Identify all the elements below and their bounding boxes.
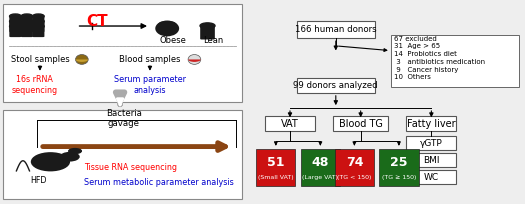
FancyBboxPatch shape bbox=[9, 27, 22, 37]
Text: (TG ≥ 150): (TG ≥ 150) bbox=[382, 175, 416, 180]
Circle shape bbox=[9, 14, 21, 19]
Text: Serum metabolic parameter analysis: Serum metabolic parameter analysis bbox=[85, 177, 234, 186]
Circle shape bbox=[33, 24, 44, 29]
FancyBboxPatch shape bbox=[301, 149, 340, 186]
Text: Stool samples: Stool samples bbox=[10, 55, 69, 64]
Circle shape bbox=[21, 24, 33, 29]
Text: 9   Cancer history: 9 Cancer history bbox=[394, 67, 459, 73]
Ellipse shape bbox=[76, 54, 88, 64]
Text: Blood samples: Blood samples bbox=[119, 55, 181, 64]
Circle shape bbox=[9, 24, 21, 29]
Text: 10  Others: 10 Others bbox=[394, 74, 432, 80]
FancyBboxPatch shape bbox=[406, 171, 456, 184]
Text: Blood TG: Blood TG bbox=[339, 119, 383, 129]
FancyBboxPatch shape bbox=[33, 21, 45, 32]
Text: WC: WC bbox=[424, 173, 439, 182]
FancyBboxPatch shape bbox=[9, 21, 22, 32]
Text: (Large VAT): (Large VAT) bbox=[302, 175, 338, 180]
FancyBboxPatch shape bbox=[256, 149, 296, 186]
FancyBboxPatch shape bbox=[33, 27, 45, 37]
Circle shape bbox=[21, 14, 33, 19]
FancyBboxPatch shape bbox=[200, 26, 215, 40]
FancyBboxPatch shape bbox=[21, 21, 33, 32]
Text: Bacteria
gavage: Bacteria gavage bbox=[106, 109, 142, 128]
Text: (Small VAT): (Small VAT) bbox=[258, 175, 293, 180]
FancyBboxPatch shape bbox=[21, 27, 33, 37]
Text: γGTP: γGTP bbox=[420, 139, 443, 148]
FancyBboxPatch shape bbox=[3, 4, 242, 102]
Ellipse shape bbox=[188, 54, 201, 64]
FancyBboxPatch shape bbox=[406, 136, 456, 150]
Text: Tissue RNA sequencing: Tissue RNA sequencing bbox=[85, 163, 177, 172]
Text: 51: 51 bbox=[267, 156, 285, 169]
Text: VAT: VAT bbox=[281, 119, 299, 129]
FancyBboxPatch shape bbox=[333, 116, 388, 131]
Text: (TG < 150): (TG < 150) bbox=[337, 175, 372, 180]
Text: 16s rRNA
sequencing: 16s rRNA sequencing bbox=[12, 75, 58, 95]
Text: 166 human donors: 166 human donors bbox=[295, 25, 376, 34]
Text: 67 excluded: 67 excluded bbox=[394, 36, 437, 42]
Circle shape bbox=[9, 19, 21, 23]
Wedge shape bbox=[188, 59, 201, 62]
Circle shape bbox=[33, 19, 44, 23]
Text: Obese: Obese bbox=[159, 36, 186, 45]
Text: BMI: BMI bbox=[423, 156, 439, 165]
Ellipse shape bbox=[60, 152, 80, 162]
Text: 74: 74 bbox=[345, 156, 363, 169]
FancyBboxPatch shape bbox=[379, 149, 418, 186]
Ellipse shape bbox=[155, 21, 179, 36]
FancyBboxPatch shape bbox=[391, 35, 519, 87]
Text: 48: 48 bbox=[312, 156, 329, 169]
FancyBboxPatch shape bbox=[406, 116, 456, 131]
Text: Serum parameter
analysis: Serum parameter analysis bbox=[114, 75, 186, 95]
FancyBboxPatch shape bbox=[21, 16, 33, 27]
Text: 31  Age > 65: 31 Age > 65 bbox=[394, 43, 440, 50]
FancyBboxPatch shape bbox=[3, 110, 242, 199]
Text: Lean: Lean bbox=[203, 36, 223, 45]
Text: 25: 25 bbox=[390, 156, 407, 169]
Circle shape bbox=[159, 22, 176, 28]
FancyBboxPatch shape bbox=[406, 153, 456, 167]
Circle shape bbox=[69, 149, 81, 153]
Text: 3   antibiotics medication: 3 antibiotics medication bbox=[394, 59, 486, 65]
Text: CT: CT bbox=[87, 14, 108, 29]
FancyBboxPatch shape bbox=[265, 116, 315, 131]
FancyBboxPatch shape bbox=[335, 149, 374, 186]
Text: HFD: HFD bbox=[30, 175, 47, 184]
Text: Fatty liver: Fatty liver bbox=[407, 119, 456, 129]
FancyBboxPatch shape bbox=[297, 21, 375, 38]
FancyBboxPatch shape bbox=[33, 16, 45, 27]
Wedge shape bbox=[76, 59, 88, 62]
FancyBboxPatch shape bbox=[9, 16, 22, 27]
Text: 14  Probiotics diet: 14 Probiotics diet bbox=[394, 51, 457, 57]
Text: 99 donors analyzed: 99 donors analyzed bbox=[293, 81, 378, 90]
FancyBboxPatch shape bbox=[297, 78, 375, 93]
Circle shape bbox=[21, 19, 33, 23]
Circle shape bbox=[200, 23, 215, 29]
Ellipse shape bbox=[31, 152, 70, 171]
Circle shape bbox=[33, 14, 44, 19]
